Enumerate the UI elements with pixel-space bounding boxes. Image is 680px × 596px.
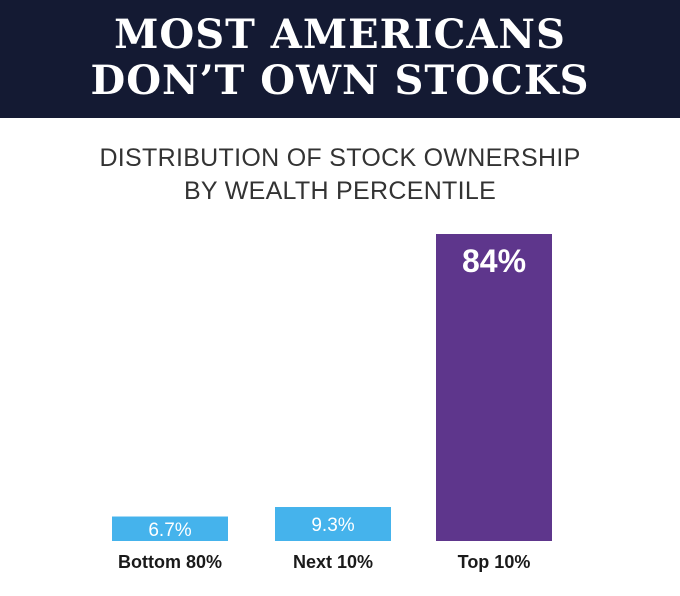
bar-bottom-80- <box>112 516 228 541</box>
headline-line-2: DON’T OWN STOCKS <box>90 57 590 104</box>
category-label: Top 10% <box>458 552 531 572</box>
header-banner: MOST AMERICANS DON’T OWN STOCKS <box>0 0 680 118</box>
subtitle-line-1: DISTRIBUTION OF STOCK OWNERSHIP <box>99 144 581 172</box>
bar-next-10- <box>275 507 391 541</box>
data-label: 9.3% <box>311 515 354 536</box>
data-label: 6.7% <box>148 520 191 541</box>
data-label: 84% <box>462 243 526 279</box>
bar-top-10- <box>436 234 552 541</box>
category-label: Next 10% <box>293 552 373 572</box>
category-label: Bottom 80% <box>118 552 222 572</box>
headline-line-1: MOST AMERICANS <box>114 11 566 58</box>
chart-subtitle: DISTRIBUTION OF STOCK OWNERSHIP BY WEALT… <box>0 142 680 208</box>
subtitle-line-2: BY WEALTH PERCENTILE <box>183 177 497 205</box>
